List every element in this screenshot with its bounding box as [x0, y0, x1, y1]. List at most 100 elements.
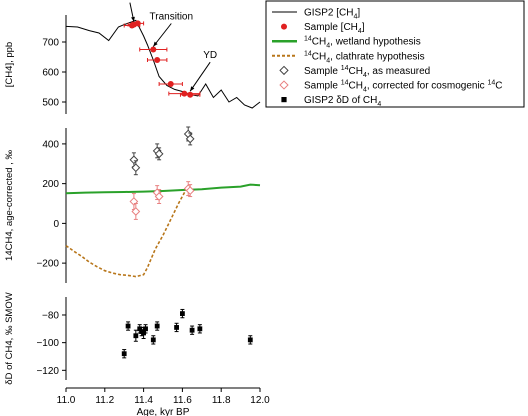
legend-label: GISP2 [CH4] — [304, 8, 360, 21]
y-tick-label: 700 — [42, 38, 59, 49]
legend-label: Sample [CH4] — [304, 22, 365, 35]
data-point — [174, 325, 179, 330]
legend-sub: 4 — [358, 28, 362, 35]
data-point — [154, 192, 164, 201]
annotation-label: YD — [203, 50, 217, 61]
series-line — [65, 183, 261, 195]
legend-sup: 14 — [341, 65, 349, 72]
legend-text: Sample — [304, 81, 341, 92]
y-axis-label: [CH4], ppb — [4, 42, 15, 87]
x-axis-label: Age, kyr BP — [137, 407, 190, 416]
panel-ch4-concentration: 500 600 700 [CH4], ppb PB Transition YD — [4, 0, 261, 114]
y-tick-label: −100 — [36, 338, 59, 349]
data-point — [131, 207, 141, 216]
legend-text: C — [495, 81, 502, 92]
data-point — [129, 197, 139, 206]
x-tick-label: 11.6 — [173, 395, 192, 406]
arrow-head — [190, 86, 195, 92]
y-tick-label: −80 — [42, 310, 59, 321]
data-point — [154, 57, 161, 63]
y-tick-label: 200 — [42, 179, 59, 190]
legend-sub: 4 — [363, 72, 367, 79]
legend-box — [265, 0, 525, 108]
arrow-head — [131, 16, 135, 22]
legend-text: ] — [362, 22, 365, 33]
legend-sub: 4 — [326, 43, 330, 50]
data-point — [185, 186, 195, 195]
legend-label: 14CH4, clathrate hypothesis — [304, 50, 425, 64]
data-point — [137, 326, 143, 332]
data-point — [150, 46, 157, 53]
legend-marker — [281, 97, 287, 103]
data-point — [154, 323, 160, 329]
legend-text: CH — [312, 37, 326, 48]
legend-label: Sample 14CH4, corrected for cosmogenic 1… — [304, 80, 502, 94]
data-point — [150, 337, 156, 343]
legend-sub: 4 — [353, 14, 357, 21]
data-point — [197, 326, 203, 332]
data-point — [187, 91, 194, 98]
legend-text: GISP2 [CH — [304, 8, 353, 19]
data-point — [133, 333, 139, 339]
data-point — [125, 323, 131, 329]
legend-text: CH — [348, 81, 362, 92]
legend-sub: 4 — [326, 57, 330, 64]
x-tick-label: 11.4 — [134, 395, 153, 406]
legend-marker — [279, 65, 289, 76]
annotation-arrow — [152, 23, 172, 47]
legend-text: GISP2 δD of CH — [304, 95, 377, 106]
data-point — [154, 149, 164, 159]
legend-text: ] — [357, 8, 360, 19]
y-tick-label: 500 — [42, 98, 59, 109]
data-point — [189, 327, 195, 333]
y-tick-label: −200 — [36, 259, 59, 270]
legend-text: , clathrate hypothesis — [330, 51, 425, 62]
y-tick-label: 400 — [42, 139, 59, 150]
legend-text: , wetland hypothesis — [330, 37, 421, 48]
data-point — [247, 337, 253, 343]
legend-sup: 14 — [304, 36, 312, 43]
arrow-head — [153, 41, 158, 47]
legend-marker — [281, 23, 287, 30]
x-tick-label: 12.0 — [250, 395, 270, 406]
legend-text: Sample [CH — [304, 22, 358, 33]
panel-delta-d: −120 −100 −80 11.0 11.2 11.4 11.6 11.8 12.0 Age, … — [4, 292, 270, 416]
x-tick-label: 11.8 — [212, 395, 231, 406]
x-tick-label: 11.0 — [57, 395, 76, 406]
data-point — [181, 90, 188, 97]
y-tick-label: 0 — [53, 219, 59, 230]
data-point — [180, 311, 185, 316]
legend-text: CH — [312, 51, 326, 62]
panel-14ch4: −200 0 200 400 14CH4, age-corrected , ‰ — [4, 126, 261, 283]
annotation-arrow — [189, 61, 211, 92]
legend-sub: 4 — [363, 87, 367, 94]
legend: GISP2 [CH4]Sample [CH4]14CH4, wetland hy… — [265, 0, 525, 108]
legend-text: , corrected for cosmogenic — [367, 81, 488, 92]
legend-label: Sample 14CH4, as measured — [304, 65, 430, 79]
data-point — [167, 81, 174, 87]
data-point — [134, 20, 141, 27]
data-point — [121, 351, 127, 357]
annotation-label: Transition — [150, 12, 194, 23]
y-axis-label: 14CH4, age-corrected , ‰ — [4, 150, 15, 261]
series-line — [65, 19, 261, 109]
legend-label: GISP2 δD of CH4 — [304, 95, 381, 108]
series-line — [65, 188, 188, 278]
annotation-label: PB — [123, 0, 137, 2]
x-tick-label: 11.2 — [95, 395, 114, 406]
data-point — [185, 134, 195, 144]
legend-text: , as measured — [367, 66, 430, 77]
legend-marker — [279, 80, 289, 90]
data-point — [129, 155, 139, 165]
y-tick-label: 600 — [42, 68, 59, 79]
legend-text: CH — [348, 66, 362, 77]
y-axis-label: δD of CH4, ‰ SMOW — [4, 292, 15, 384]
legend-sup: 14 — [304, 50, 312, 57]
y-tick-label: −120 — [36, 366, 59, 377]
legend-sup: 14 — [487, 80, 495, 87]
data-point — [131, 163, 141, 173]
legend-text: Sample — [304, 66, 341, 77]
data-point — [143, 326, 148, 332]
legend-sup: 14 — [341, 80, 349, 87]
